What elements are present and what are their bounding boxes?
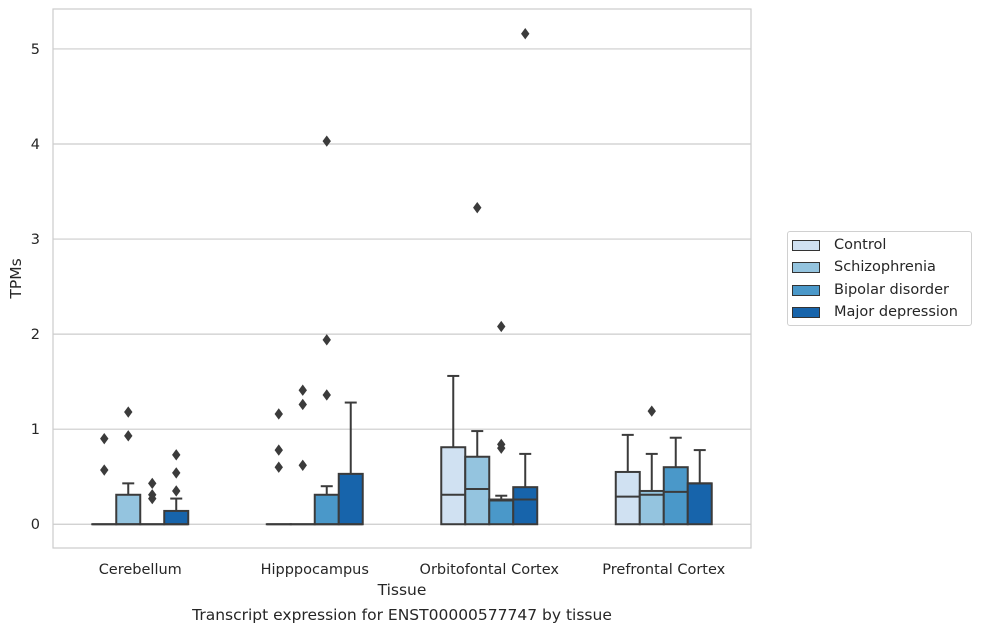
legend-label-bipolar-disorder: Bipolar disorder [834, 282, 949, 298]
box-hipppocampus-control [265, 408, 292, 526]
box-body-prefrontal-cortex-bipolar-disorder [662, 466, 689, 526]
y-tick-label-0: 0 [31, 517, 40, 533]
legend-item-major-depression: Major depression [792, 302, 958, 322]
box-body-cerebellum-major-depression [163, 509, 190, 526]
box-cerebellum-control [91, 433, 118, 526]
outlier-cerebellum-schizophrenia-0 [124, 430, 133, 442]
outlier-cerebellum-control-1 [100, 433, 109, 445]
x-tick-label-orbitofontal-cortex: Orbitofontal Cortex [420, 562, 560, 578]
x-tick-labels: Cerebellum Hipppocampus Orbitofontal Corte… [99, 562, 726, 578]
legend-swatch-major-depression [792, 306, 820, 318]
box-body-prefrontal-cortex-schizophrenia [638, 489, 665, 526]
box-body-prefrontal-cortex-control [614, 470, 641, 526]
legend-item-bipolar-disorder: Bipolar disorder [792, 280, 949, 300]
outlier-cerebellum-major-depression-0 [172, 485, 181, 497]
legend-label-control: Control [834, 237, 887, 253]
box-cerebellum-schizophrenia [115, 406, 142, 526]
box-prefrontal-cortex-major-depression [686, 449, 713, 526]
box-hipppocampus-major-depression [337, 401, 364, 526]
outlier-cerebellum-control-0 [100, 464, 109, 476]
x-axis-label: Tissue [377, 581, 427, 599]
box-body-cerebellum-schizophrenia [115, 493, 142, 526]
outlier-hipppocampus-schizophrenia-0 [298, 459, 307, 471]
box-prefrontal-cortex-bipolar-disorder [662, 436, 689, 526]
x-tick-label-cerebellum: Cerebellum [99, 562, 182, 578]
y-tick-label-3: 3 [31, 232, 40, 248]
outlier-orbitofontal-cortex-bipolar-disorder-1 [497, 438, 506, 451]
box-orbitofontal-cortex-major-depression [512, 28, 539, 526]
outlier-hipppocampus-control-0 [274, 461, 283, 473]
box-prefrontal-cortex-control [614, 433, 641, 526]
outlier-hipppocampus-schizophrenia-2 [298, 384, 307, 396]
x-tick-label-prefrontal-cortex: Prefrontal Cortex [602, 562, 725, 578]
box-body-orbitofontal-cortex-schizophrenia [464, 455, 491, 526]
box-body-orbitofontal-cortex-bipolar-disorder [488, 498, 515, 526]
y-tick-label-1: 1 [31, 422, 40, 438]
outlier-cerebellum-major-depression-2 [172, 449, 181, 461]
chart-caption: Transcript expression for ENST0000057774… [192, 606, 612, 624]
outlier-orbitofontal-cortex-bipolar-disorder-2 [497, 320, 506, 333]
box-body-orbitofontal-cortex-control [440, 446, 467, 526]
legend-label-major-depression: Major depression [834, 304, 958, 320]
legend-label-schizophrenia: Schizophrenia [834, 259, 936, 275]
y-tick-label-4: 4 [31, 137, 40, 153]
outlier-orbitofontal-cortex-major-depression-0 [521, 28, 530, 40]
box-hipppocampus-schizophrenia [289, 384, 316, 526]
outlier-cerebellum-bipolar-disorder-1 [148, 489, 157, 501]
box-orbitofontal-cortex-schizophrenia [464, 202, 491, 526]
outlier-hipppocampus-bipolar-disorder-2 [322, 135, 331, 147]
legend-item-schizophrenia: Schizophrenia [792, 257, 936, 277]
outlier-hipppocampus-bipolar-disorder-0 [322, 389, 331, 401]
outlier-hipppocampus-control-1 [274, 444, 283, 456]
y-axis-label: TPMs [7, 258, 25, 299]
legend-item-control: Control [792, 235, 886, 255]
box-body-hipppocampus-major-depression [337, 472, 364, 526]
legend-swatch-control [792, 239, 820, 251]
box-orbitofontal-cortex-bipolar-disorder [488, 320, 515, 526]
legend-swatch-schizophrenia [792, 261, 820, 273]
outlier-hipppocampus-bipolar-disorder-1 [322, 334, 331, 346]
outlier-cerebellum-bipolar-disorder-2 [148, 477, 157, 490]
box-plots [91, 28, 713, 526]
outlier-cerebellum-major-depression-1 [172, 467, 181, 479]
box-cerebellum-bipolar-disorder [139, 477, 166, 526]
y-tick-label-5: 5 [31, 42, 40, 58]
box-body-orbitofontal-cortex-major-depression [512, 486, 539, 526]
x-tick-label-hipppocampus: Hipppocampus [261, 562, 369, 578]
outlier-hipppocampus-control-2 [274, 408, 283, 420]
plot-area-frame [52, 8, 752, 549]
box-body-prefrontal-cortex-major-depression [686, 482, 713, 526]
y-tick-labels: 0 1 2 3 4 5 [31, 42, 40, 533]
box-body-hipppocampus-bipolar-disorder [313, 493, 340, 526]
legend-swatch-bipolar-disorder [792, 284, 820, 296]
box-hipppocampus-bipolar-disorder [313, 135, 340, 526]
box-orbitofontal-cortex-control [440, 374, 467, 526]
outlier-cerebellum-schizophrenia-1 [124, 406, 133, 418]
y-tick-label-2: 2 [31, 327, 40, 343]
outlier-orbitofontal-cortex-schizophrenia-0 [473, 202, 482, 214]
outlier-prefrontal-cortex-schizophrenia-0 [647, 405, 656, 417]
legend: Control Schizophrenia Bipolar disorder M… [787, 231, 972, 326]
outlier-hipppocampus-schizophrenia-1 [298, 398, 307, 411]
box-cerebellum-major-depression [163, 449, 190, 526]
box-prefrontal-cortex-schizophrenia [638, 405, 665, 526]
